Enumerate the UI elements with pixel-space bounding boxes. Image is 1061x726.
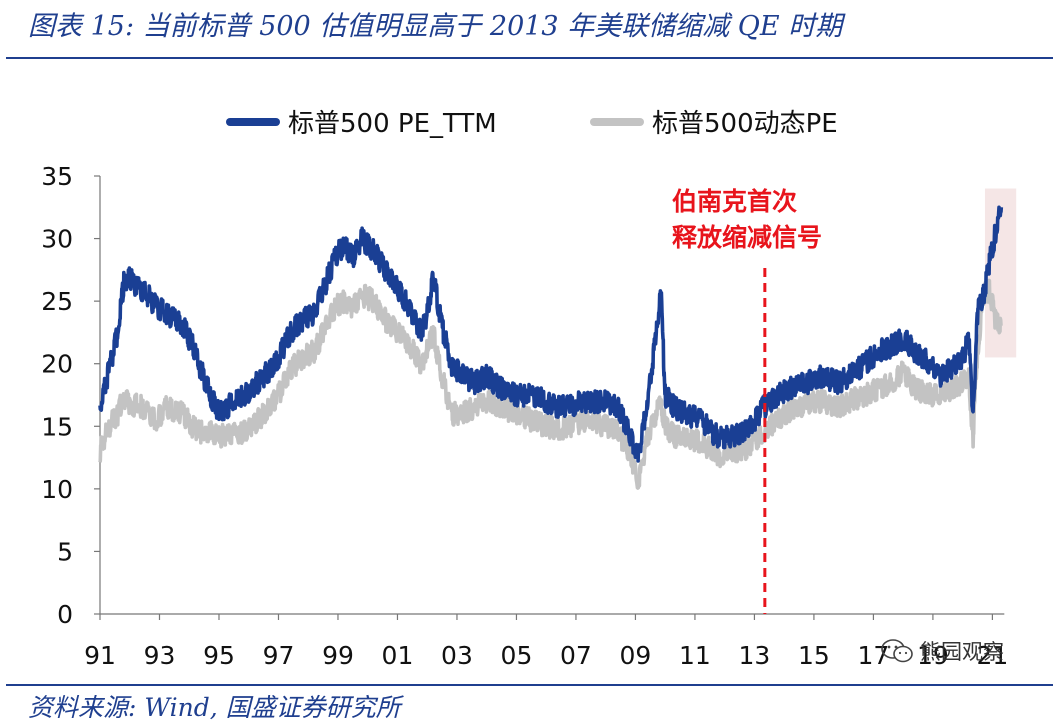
- legend-swatch-forward: [590, 117, 644, 126]
- legend-swatch-ttm: [226, 117, 280, 126]
- x-tick-label: 17: [858, 641, 890, 670]
- y-tick-label: 25: [41, 287, 73, 316]
- chart-title: 图表 15: 当前标普 500 估值明显高于 2013 年美联储缩减 QE 时期: [28, 11, 843, 42]
- x-tick-label: 19: [917, 641, 949, 670]
- watermark-text: 熊园观察: [920, 640, 1004, 664]
- series-line-pe-ttm: [98, 205, 1004, 463]
- legend-label-ttm: 标普500 PE_TTM: [288, 109, 497, 139]
- x-tick-label: 95: [203, 641, 235, 670]
- x-tick-label: 11: [679, 641, 711, 670]
- y-tick-label: 30: [41, 225, 73, 254]
- watermark: 熊园观察: [880, 636, 1004, 666]
- y-tick-label: 35: [41, 162, 73, 191]
- x-tick-label: 09: [620, 641, 652, 670]
- y-tick-label: 10: [41, 475, 73, 504]
- legend-item-forward: 标普500动态PE: [590, 103, 838, 140]
- legend-item-ttm: 标普500 PE_TTM: [226, 103, 497, 140]
- source-note: 资料来源: Wind, 国盛证券研究所: [28, 693, 401, 722]
- x-tick-label: 93: [144, 641, 176, 670]
- x-tick-label: 01: [382, 641, 414, 670]
- title-divider: [6, 57, 1053, 59]
- y-tick-label: 20: [41, 350, 73, 379]
- x-tick-label: 91: [84, 641, 116, 670]
- x-tick-label: 21: [976, 641, 1008, 670]
- y-tick-label: 5: [57, 537, 73, 566]
- x-tick-label: 97: [263, 641, 295, 670]
- x-tick-label: 05: [501, 641, 533, 670]
- x-tick-label: 07: [560, 641, 592, 670]
- annotation-label: 释放缩减信号: [672, 223, 822, 252]
- series-line-forward-pe: [98, 278, 1003, 490]
- legend-label-forward: 标普500动态PE: [652, 109, 838, 139]
- wechat-icon: [881, 639, 913, 663]
- y-tick-label: 0: [57, 600, 73, 629]
- x-tick-label: 99: [322, 641, 354, 670]
- x-tick-label: 15: [798, 641, 830, 670]
- annotation-label: 伯南克首次: [672, 187, 797, 216]
- x-tick-label: 13: [739, 641, 771, 670]
- footer-divider: [6, 684, 1053, 686]
- legend: 标普500 PE_TTM 标普500动态PE: [0, 103, 1061, 143]
- x-tick-label: 03: [441, 641, 473, 670]
- y-tick-label: 15: [41, 412, 73, 441]
